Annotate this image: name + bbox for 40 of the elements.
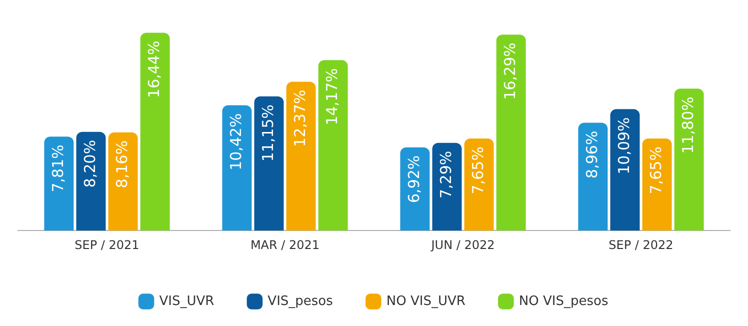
data-label: 7,65% <box>646 146 665 194</box>
legend-label: VIS_pesos <box>268 294 334 309</box>
bar <box>140 32 170 231</box>
bar <box>578 122 608 231</box>
bar <box>76 132 106 231</box>
data-label: 6,92% <box>404 155 423 203</box>
bar <box>44 136 74 231</box>
bar <box>674 88 704 231</box>
legend-label: NO VIS_pesos <box>518 294 608 309</box>
data-label: 12,37% <box>290 90 309 147</box>
data-label: 11,80% <box>678 96 697 154</box>
bar <box>610 109 640 231</box>
bar <box>286 82 316 231</box>
bar <box>318 60 348 231</box>
data-label: 16,44% <box>144 40 163 98</box>
data-label: 10,42% <box>226 113 245 170</box>
x-tick-label: SEP / 2022 <box>608 238 674 252</box>
x-tick-label: JUN / 2022 <box>430 238 495 252</box>
bar <box>642 138 672 231</box>
data-label: 8,20% <box>80 140 99 188</box>
data-label: 10,09% <box>614 117 633 174</box>
x-tick-label: MAR / 2021 <box>250 238 320 252</box>
bar <box>254 96 284 231</box>
data-label: 8,96% <box>582 130 601 178</box>
data-label: 8,16% <box>112 140 131 188</box>
legend-label: VIS_UVR <box>159 294 214 309</box>
bar <box>108 132 138 231</box>
bar <box>432 142 462 231</box>
bar <box>496 34 526 231</box>
data-label: 16,29% <box>500 42 519 100</box>
data-label: 7,81% <box>48 144 67 192</box>
data-label: 7,29% <box>436 150 455 199</box>
data-label: 14,17% <box>322 68 341 126</box>
legend-label: NO VIS_UVR <box>386 294 466 309</box>
bar <box>222 105 252 231</box>
x-tick-label: SEP / 2021 <box>74 238 140 252</box>
data-label: 11,15% <box>258 104 277 162</box>
bar <box>464 138 494 231</box>
bar <box>400 147 430 231</box>
data-label: 7,65% <box>468 146 487 194</box>
